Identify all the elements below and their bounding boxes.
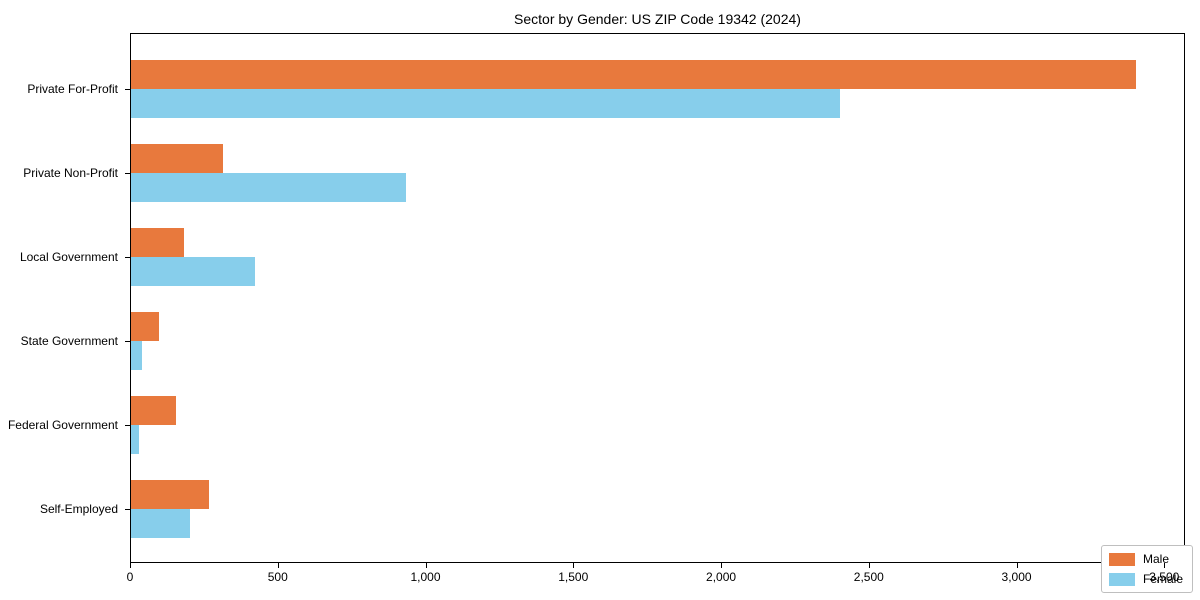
x-axis-tick-label: 1,000 — [410, 570, 441, 584]
y-axis-label: Self-Employed — [39, 502, 118, 516]
legend-row-female: Female — [1108, 572, 1183, 586]
x-axis-tick-label: 2,000 — [706, 570, 737, 584]
x-tick-mark — [130, 563, 131, 568]
male-bar — [131, 60, 1136, 89]
x-tick-mark — [1016, 563, 1018, 568]
y-axis-label: Local Government — [19, 250, 118, 264]
x-axis-tick-label: 2,500 — [853, 570, 884, 584]
y-tick-mark — [125, 257, 130, 258]
legend: Male Female — [1100, 545, 1193, 593]
female-legend-swatch — [1108, 572, 1135, 586]
x-tick-mark — [868, 563, 870, 568]
x-tick-mark — [573, 563, 575, 568]
male-bar — [131, 228, 184, 257]
y-tick-mark — [125, 425, 130, 426]
x-tick-mark — [425, 563, 427, 568]
y-tick-mark — [125, 89, 130, 90]
plot-area — [130, 33, 1185, 563]
female-bar — [131, 257, 255, 286]
male-bar — [131, 144, 223, 173]
x-tick-mark — [721, 563, 723, 568]
x-axis-tick-label: 0 — [126, 570, 134, 584]
y-axis-label: State Government — [20, 334, 118, 348]
y-tick-mark — [125, 173, 130, 174]
female-legend-label: Female — [1142, 572, 1183, 586]
x-axis-tick-label: 500 — [267, 570, 288, 584]
x-tick-mark — [277, 563, 279, 568]
x-axis-tick-label: 3,500 — [1149, 570, 1180, 584]
y-axis-label: Private Non-Profit — [23, 166, 118, 180]
female-bar — [131, 173, 406, 202]
male-legend-swatch — [1108, 552, 1135, 566]
female-bar — [131, 341, 142, 370]
female-bar — [131, 425, 139, 454]
y-axis-label: Private For-Profit — [27, 82, 118, 96]
x-tick-mark — [1164, 563, 1166, 568]
y-tick-mark — [125, 509, 130, 510]
y-tick-mark — [125, 341, 130, 342]
male-bar — [131, 396, 176, 425]
x-axis-tick-label: 1,500 — [558, 570, 589, 584]
female-bar — [131, 89, 840, 118]
female-bar — [131, 509, 190, 538]
chart-title: Sector by Gender: US ZIP Code 19342 (202… — [514, 11, 801, 27]
y-axis-label: Federal Government — [7, 418, 118, 432]
male-bar — [131, 312, 159, 341]
x-axis-tick-label: 3,000 — [1001, 570, 1032, 584]
male-legend-label: Male — [1142, 552, 1169, 566]
male-bar — [131, 480, 209, 509]
legend-row-male: Male — [1108, 552, 1183, 566]
